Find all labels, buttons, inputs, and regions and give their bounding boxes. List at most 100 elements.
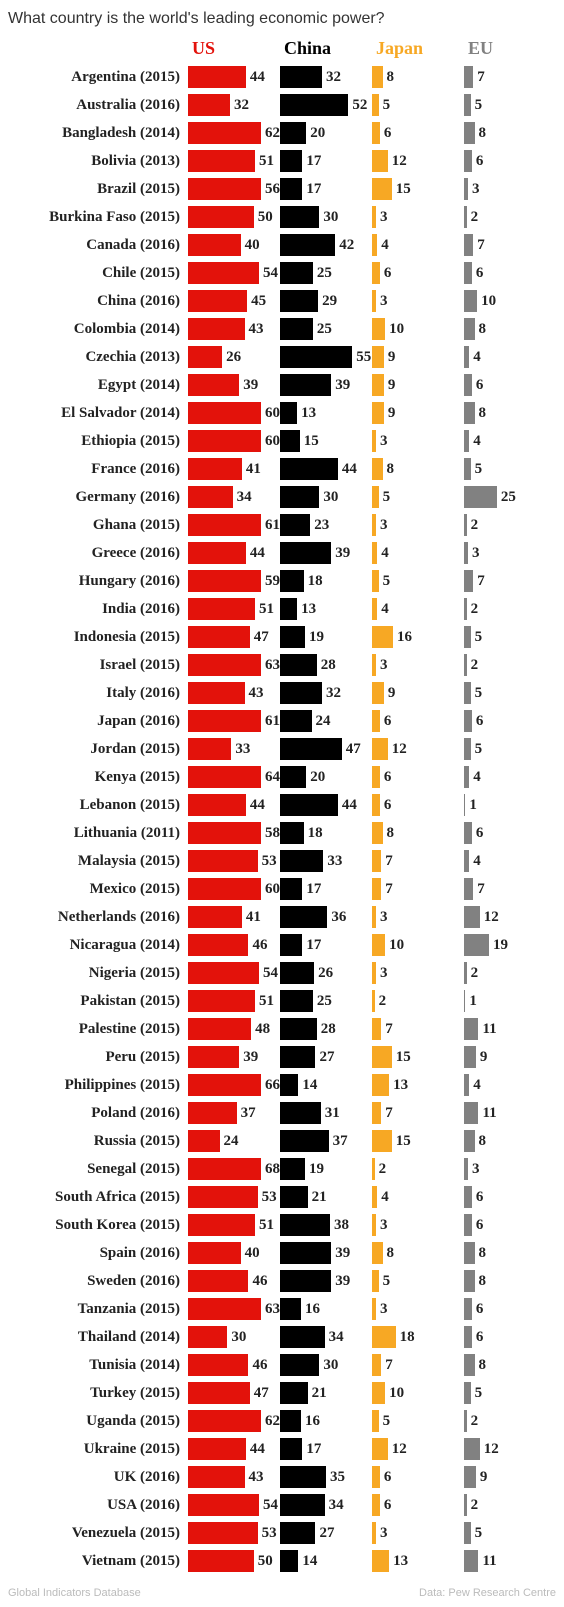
- bar-cell-japan: 16: [372, 623, 464, 651]
- row-label: Argentina (2015): [8, 69, 188, 86]
- bar-us: [188, 710, 261, 732]
- bar-japan: [372, 1074, 389, 1096]
- bar-us: [188, 458, 242, 480]
- bar-us: [188, 374, 239, 396]
- chart-row: Pakistan (2015)512521: [8, 987, 556, 1015]
- bar-us: [188, 1102, 237, 1124]
- bar-cell-china: 14: [280, 1071, 372, 1099]
- bar-japan: [372, 150, 388, 172]
- row-bars: 532735: [188, 1519, 556, 1547]
- bar-value-us: 47: [254, 629, 269, 646]
- row-label: Germany (2016): [8, 489, 188, 506]
- bar-cell-japan: 5: [372, 567, 464, 595]
- bar-cell-china: 13: [280, 399, 372, 427]
- bar-eu: [464, 570, 473, 592]
- chart-row: USA (2016)543462: [8, 1491, 556, 1519]
- bar-cell-us: 30: [188, 1323, 280, 1351]
- bar-us: [188, 1018, 251, 1040]
- bar-eu: [464, 1522, 471, 1544]
- row-bars: 5617153: [188, 175, 556, 203]
- bar-cell-japan: 2: [372, 1155, 464, 1183]
- bar-value-japan: 7: [385, 1021, 393, 1038]
- row-bars: 433295: [188, 679, 556, 707]
- chart-row: Egypt (2014)393996: [8, 371, 556, 399]
- bar-cell-eu: 4: [464, 1071, 556, 1099]
- bar-cell-eu: 11: [464, 1015, 556, 1043]
- bar-china: [280, 1074, 298, 1096]
- chart-row: India (2016)511342: [8, 595, 556, 623]
- bar-eu: [464, 1298, 472, 1320]
- bar-cell-japan: 7: [372, 1351, 464, 1379]
- bar-japan: [372, 206, 376, 228]
- bar-china: [280, 1158, 305, 1180]
- bar-cell-china: 29: [280, 287, 372, 315]
- bar-value-china: 28: [321, 1021, 336, 1038]
- bar-value-china: 47: [346, 741, 361, 758]
- row-label: Peru (2015): [8, 1049, 188, 1066]
- row-label: South Korea (2015): [8, 1217, 188, 1234]
- bar-cell-japan: 15: [372, 175, 464, 203]
- bar-us: [188, 1046, 239, 1068]
- bar-cell-eu: 8: [464, 1351, 556, 1379]
- bar-japan: [372, 318, 385, 340]
- bar-eu: [464, 346, 469, 368]
- bar-value-us: 51: [259, 601, 274, 618]
- bar-cell-china: 14: [280, 1547, 372, 1575]
- bar-japan: [372, 1018, 381, 1040]
- bar-eu: [464, 878, 473, 900]
- bar-value-eu: 3: [472, 1161, 480, 1178]
- bar-cell-japan: 9: [372, 343, 464, 371]
- bar-china: [280, 458, 338, 480]
- bar-cell-eu: 19: [464, 931, 556, 959]
- bar-value-china: 16: [305, 1413, 320, 1430]
- bar-cell-eu: 2: [464, 511, 556, 539]
- bar-value-us: 59: [265, 573, 280, 590]
- bar-value-japan: 7: [385, 853, 393, 870]
- bar-cell-japan: 6: [372, 119, 464, 147]
- row-bars: 512521: [188, 987, 556, 1015]
- bar-cell-eu: 4: [464, 763, 556, 791]
- bar-cell-china: 25: [280, 259, 372, 287]
- bar-japan: [372, 66, 383, 88]
- row-label: Vietnam (2015): [8, 1553, 188, 1570]
- bar-cell-japan: 4: [372, 595, 464, 623]
- row-bars: 3731711: [188, 1099, 556, 1127]
- bar-japan: [372, 1466, 380, 1488]
- bar-value-us: 30: [231, 1329, 246, 1346]
- bar-japan: [372, 430, 376, 452]
- bar-china: [280, 626, 305, 648]
- bar-value-eu: 8: [479, 1245, 487, 1262]
- bar-us: [188, 178, 261, 200]
- bar-eu: [464, 122, 475, 144]
- bar-cell-us: 45: [188, 287, 280, 315]
- bar-value-us: 54: [263, 265, 278, 282]
- bar-cell-japan: 3: [372, 1519, 464, 1547]
- bar-eu: [464, 1270, 475, 1292]
- bar-value-us: 43: [249, 321, 264, 338]
- row-bars: 403988: [188, 1239, 556, 1267]
- bar-us: [188, 318, 245, 340]
- bar-cell-china: 32: [280, 63, 372, 91]
- bar-us: [188, 766, 261, 788]
- chart-row: Nigeria (2015)542632: [8, 959, 556, 987]
- bar-cell-us: 47: [188, 623, 280, 651]
- bar-value-japan: 15: [396, 1049, 411, 1066]
- bar-eu: [464, 150, 472, 172]
- bar-japan: [372, 934, 385, 956]
- bar-cell-japan: 10: [372, 1379, 464, 1407]
- bar-value-us: 46: [252, 937, 267, 954]
- bar-china: [280, 1102, 321, 1124]
- bar-eu: [464, 1102, 478, 1124]
- bar-cell-china: 21: [280, 1379, 372, 1407]
- row-bars: 642064: [188, 763, 556, 791]
- bar-japan: [372, 682, 384, 704]
- bar-japan: [372, 1102, 381, 1124]
- bar-value-us: 32: [234, 97, 249, 114]
- bar-cell-japan: 3: [372, 203, 464, 231]
- bar-cell-eu: 7: [464, 875, 556, 903]
- bar-cell-japan: 9: [372, 679, 464, 707]
- bar-cell-japan: 6: [372, 763, 464, 791]
- row-label: Ghana (2015): [8, 517, 188, 534]
- bar-value-china: 23: [314, 517, 329, 534]
- bar-china: [280, 1186, 308, 1208]
